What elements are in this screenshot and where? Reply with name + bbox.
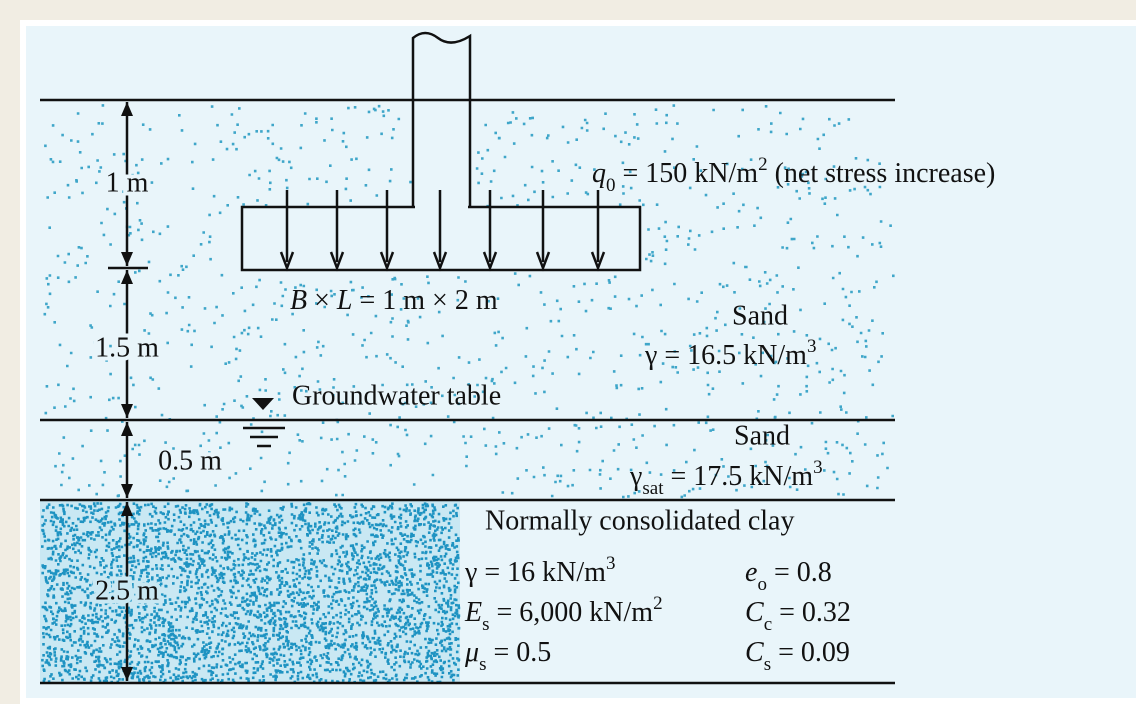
dimension-label: 1 m [106, 167, 149, 198]
text-segment: C [745, 637, 764, 668]
text-segment: γ = 16 kN/m [464, 557, 606, 588]
text-segment: = 6,000 kN/m [490, 597, 654, 628]
groundwater-label: Groundwater table [292, 380, 501, 411]
layer-name: Sand [732, 300, 788, 331]
dimension-label: 2.5 m [95, 575, 159, 606]
text-segment: 2 [758, 154, 768, 175]
arrow-head [482, 251, 498, 272]
layer-property: eo = 0.8 [745, 557, 832, 594]
text-segment: = 1 m × 2 m [352, 285, 497, 316]
water-symbol [252, 398, 274, 410]
text-segment: = 0.5 [486, 637, 551, 668]
layer-property: Es = 6,000 kN/m2 [464, 593, 663, 635]
text-segment: 2 [653, 593, 663, 614]
layer-property: Cc = 0.32 [745, 597, 851, 634]
arrow-head [590, 251, 606, 272]
text-segment: = 0.8 [767, 557, 832, 588]
text-segment: sat [642, 478, 664, 499]
text-segment: q [592, 158, 606, 189]
text-segment: 0 [606, 175, 616, 196]
arrow-head [432, 251, 448, 272]
text-segment: μ [464, 637, 479, 668]
arrow-head [379, 251, 395, 272]
text-segment: γ = 16.5 kN/m [644, 340, 807, 371]
layer-property: γ = 16 kN/m3 [464, 553, 615, 589]
arrow-head [329, 251, 345, 272]
text-segment: = 17.5 kN/m [663, 461, 813, 492]
text-segment: = 0.32 [772, 597, 851, 628]
text-segment: e [745, 557, 757, 588]
dimension-label: 1.5 m [95, 332, 159, 363]
layer-property: γsat = 17.5 kN/m3 [629, 457, 823, 499]
text-segment: s [482, 614, 489, 635]
arrow-head [279, 251, 295, 272]
text-segment: 3 [606, 553, 616, 574]
text-segment: E [464, 597, 482, 628]
text-segment: = 150 kN/m [616, 158, 759, 189]
layer-property: γ = 16.5 kN/m3 [644, 336, 816, 372]
text-segment: γ [629, 461, 642, 492]
arrow-head [535, 251, 551, 272]
text-segment: s [764, 654, 771, 675]
column-joint [415, 200, 468, 212]
text-segment: c [764, 614, 772, 635]
load-label: q0 = 150 kN/m2 (net stress increase) [592, 154, 995, 196]
text-segment: B [290, 285, 307, 316]
layer-name: Normally consolidated clay [485, 505, 794, 536]
dimension-lines [121, 102, 133, 681]
column [411, 31, 472, 207]
text-segment: 3 [807, 336, 817, 357]
load-arrows [279, 190, 606, 272]
layer-property: μs = 0.5 [464, 637, 551, 674]
clay-dots [41, 502, 461, 684]
text-segment: 3 [813, 457, 823, 478]
footing-size: B × L = 1 m × 2 m [290, 285, 498, 316]
layer-name: Sand [734, 420, 790, 451]
text-segment: (net stress increase) [768, 158, 996, 189]
text-segment: = 0.09 [771, 637, 850, 668]
text-segment: s [479, 654, 486, 675]
layer-property: Cs = 0.09 [745, 637, 850, 674]
soil-texture [41, 104, 895, 684]
text-segment: × [307, 285, 337, 316]
dimension-label: 0.5 m [158, 445, 222, 476]
text-segment: o [757, 574, 767, 595]
text-segment: L [336, 285, 353, 316]
text-segment: C [745, 597, 764, 628]
